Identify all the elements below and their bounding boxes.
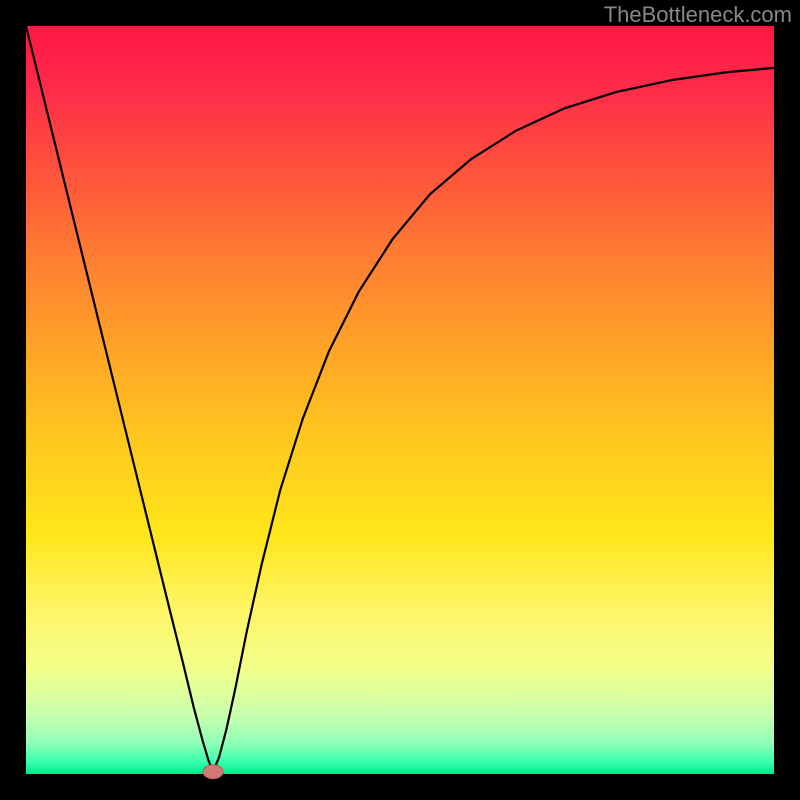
optimal-point-marker <box>203 765 223 779</box>
chart-svg <box>0 0 800 800</box>
chart-container: TheBottleneck.com <box>0 0 800 800</box>
watermark-text: TheBottleneck.com <box>604 2 792 28</box>
plot-gradient-bg <box>26 26 774 774</box>
